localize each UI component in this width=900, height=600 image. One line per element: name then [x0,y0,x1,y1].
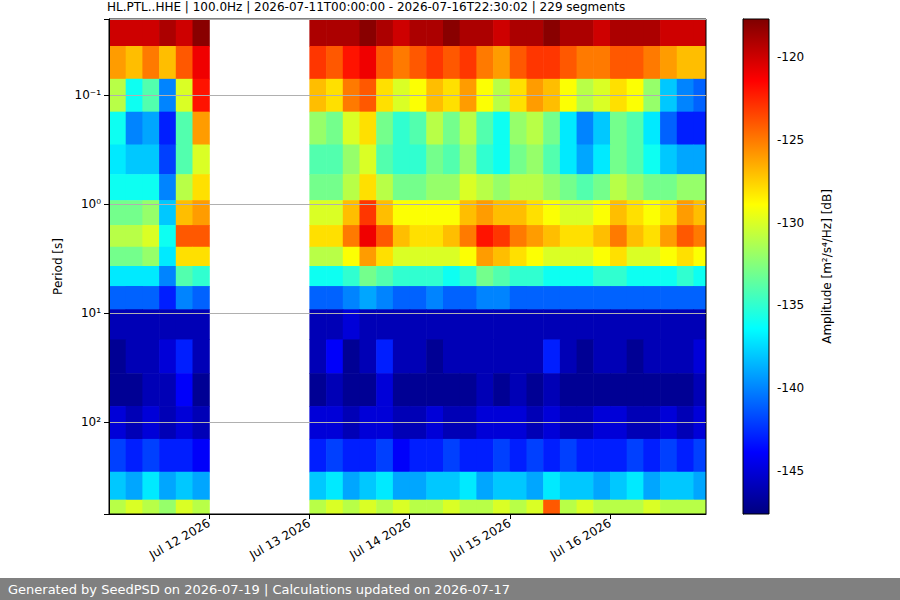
svg-text:Generated by SeedPSD on 2026-0: Generated by SeedPSD on 2026-07-19 | Cal… [8,582,510,597]
svg-text:-145: -145 [777,464,804,478]
svg-text:Jul 16 2026: Jul 16 2026 [547,516,614,563]
svg-text:-135: -135 [777,298,804,312]
svg-text:-130: -130 [777,216,804,230]
svg-text:-125: -125 [777,133,804,147]
svg-text:-120: -120 [777,50,804,64]
svg-text:10²: 10² [81,415,101,429]
svg-text:HL.PTL..HHE | 100.0Hz | 2026-0: HL.PTL..HHE | 100.0Hz | 2026-07-11T00:00… [107,0,625,14]
svg-text:10⁻¹: 10⁻¹ [75,88,102,102]
svg-text:10¹: 10¹ [81,306,101,320]
svg-text:Jul 15 2026: Jul 15 2026 [447,516,514,563]
svg-text:Jul 14 2026: Jul 14 2026 [346,516,413,563]
svg-text:Jul 13 2026: Jul 13 2026 [246,516,313,563]
svg-text:Period [s]: Period [s] [51,238,65,295]
svg-text:Amplitude [m²/s⁴/Hz] [dB]: Amplitude [m²/s⁴/Hz] [dB] [820,189,834,344]
svg-text:10⁰: 10⁰ [81,197,101,211]
svg-text:-140: -140 [777,381,804,395]
svg-text:Jul 12 2026: Jul 12 2026 [146,516,213,563]
